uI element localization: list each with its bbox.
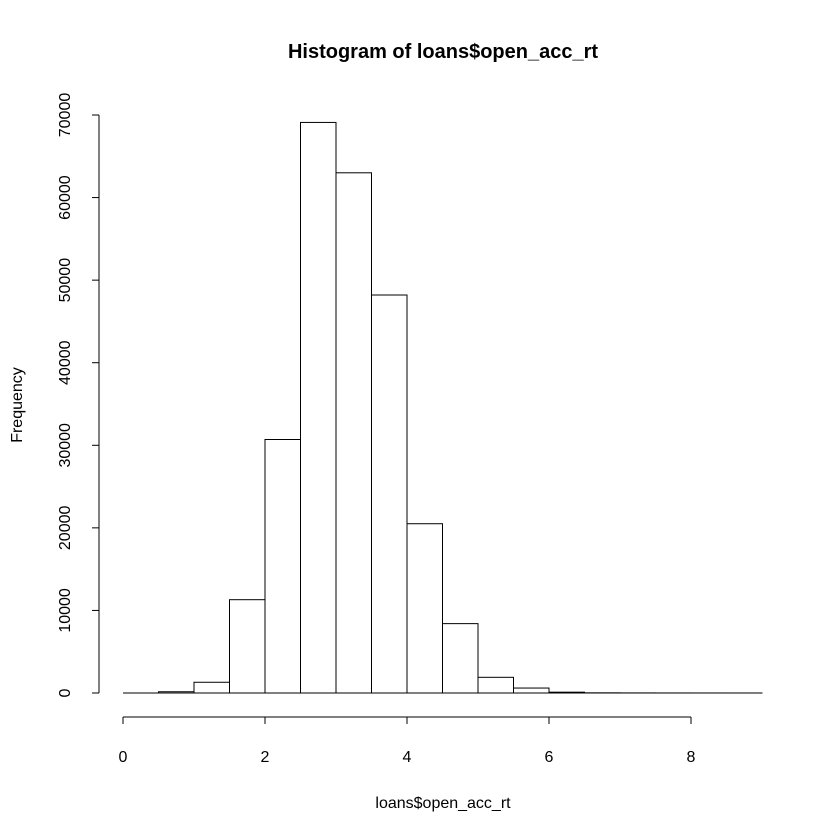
x-axis: 0 2 4 6 8 [119, 716, 696, 766]
histogram-bar [371, 294, 408, 694]
histogram-bar [193, 681, 230, 694]
y-tick-label: 60000 [57, 175, 74, 220]
histogram-bar [264, 439, 301, 694]
y-tick-label: 50000 [57, 258, 74, 303]
x-tick-label: 4 [403, 749, 412, 766]
chart-title: Histogram of loans$open_acc_rt [288, 41, 598, 63]
histogram-bar [513, 687, 550, 694]
histogram-bar [442, 623, 479, 694]
histogram-bar [477, 676, 514, 694]
histogram-bar [406, 523, 443, 694]
bars-group [123, 121, 763, 694]
y-tick-label: 10000 [57, 588, 74, 633]
histogram-bar [229, 599, 266, 694]
x-axis-label: loans$open_acc_rt [375, 795, 511, 812]
x-tick-label: 2 [261, 749, 270, 766]
histogram-bar [548, 691, 585, 694]
histogram-bar [158, 691, 195, 694]
x-tick-label: 6 [545, 749, 554, 766]
histogram-bar [335, 172, 372, 694]
histogram-bar [300, 121, 337, 694]
y-axis: 0 10000 20000 30000 40000 50000 60000 70000 [57, 93, 100, 697]
y-tick-label: 30000 [57, 423, 74, 468]
x-tick-label: 0 [119, 749, 128, 766]
x-tick-label: 8 [687, 749, 696, 766]
y-tick-label: 20000 [57, 506, 74, 551]
y-axis-label: Frequency [9, 367, 26, 443]
y-tick-label: 0 [57, 688, 74, 697]
y-tick-label: 40000 [57, 340, 74, 385]
y-tick-label: 70000 [57, 93, 74, 138]
